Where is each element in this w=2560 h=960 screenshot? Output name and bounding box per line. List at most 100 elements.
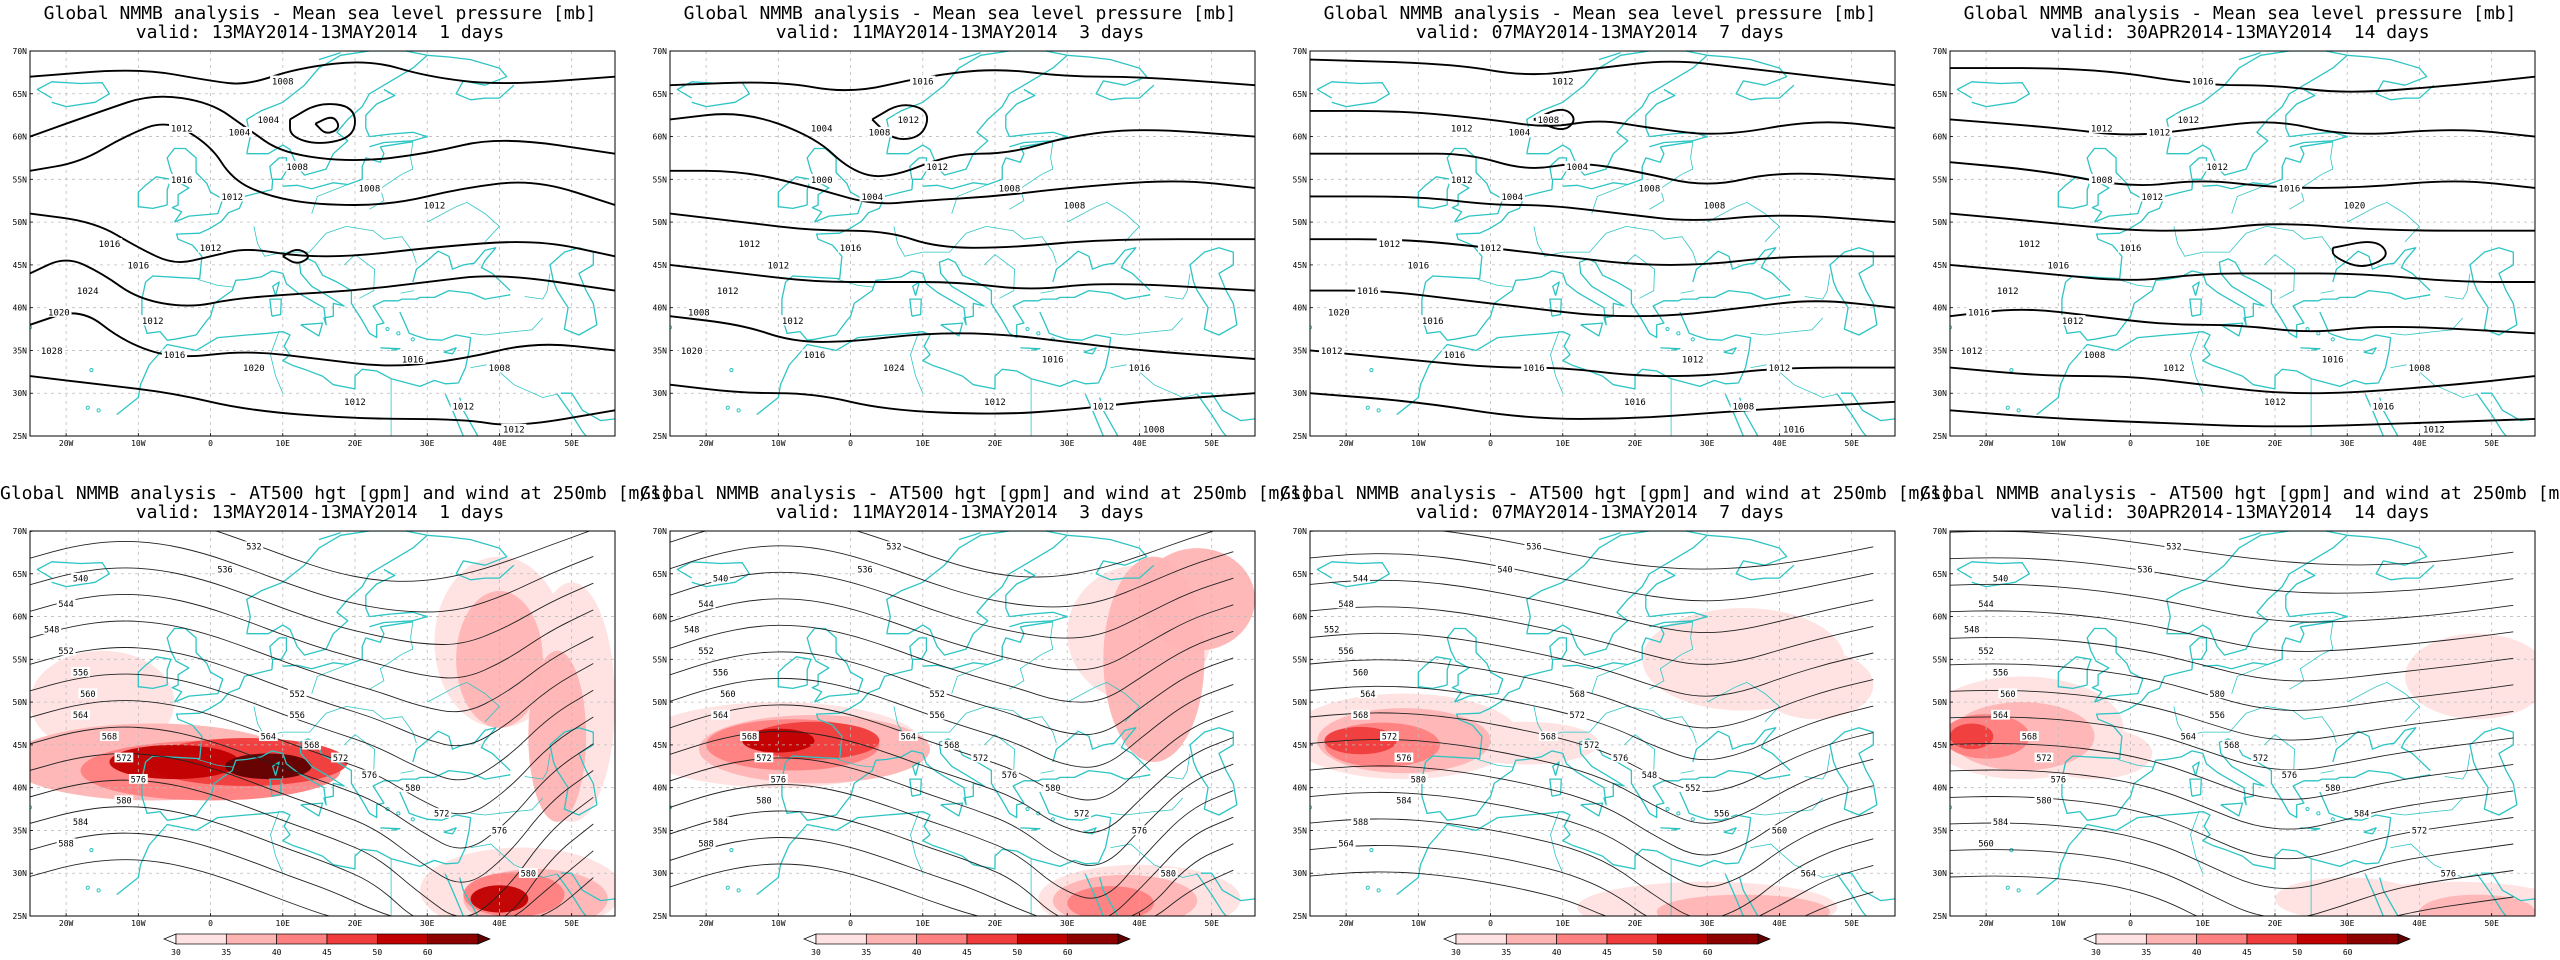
map-plot: 1008 1004 1012 1004 1008 1016 1012 1008 1012 1016… (13, 48, 616, 448)
contour-label-bg (971, 752, 990, 763)
longitude-tick-label: 20W (59, 919, 74, 928)
longitude-tick-label: 40E (492, 919, 507, 928)
axis-labels: 70N 65N 60N 55N 50N 45N 40N 35N 30N 25N 20W 10W 0 10E… (1933, 48, 2500, 448)
border-line (1110, 843, 1198, 878)
longitude-tick-label: 20E (2268, 439, 2283, 448)
contour-label: 564 (2181, 733, 2196, 743)
contour-label-bg (140, 315, 166, 326)
contour-label: 572 (1584, 741, 1599, 751)
geopotential-contour (670, 837, 1234, 916)
contour-label-bg (2034, 752, 2054, 763)
contour-label-bg (2089, 122, 2115, 133)
coastline (1679, 311, 1752, 384)
coastline (369, 131, 428, 148)
contour-label: 1004 (257, 116, 279, 126)
contour-label: 580 (2325, 784, 2340, 794)
coastline (1724, 393, 1744, 436)
coastline (2189, 778, 2202, 797)
contour-label-bg (450, 400, 476, 412)
panel-title: Global NMMB analysis - AT500 hgt [gpm] a… (640, 483, 1312, 504)
geopotential-contour (1310, 765, 1874, 856)
latitude-tick-label: 55N (1933, 175, 1948, 184)
contour-label: 580 (405, 784, 420, 794)
contour-label: 1004 (1566, 163, 1588, 173)
contour-label: 560 (1978, 840, 1993, 850)
contour-label: 544 (58, 600, 73, 610)
contour-label-bg (1524, 541, 1544, 552)
contour-label-bg (2251, 752, 2270, 763)
coastline (2363, 347, 2377, 355)
island (1369, 848, 1374, 853)
coastline (2285, 88, 2316, 137)
border-line (2390, 363, 2478, 398)
geopotential-contour (670, 730, 1234, 834)
geopotential-contour (30, 700, 594, 815)
contour-label-bg (711, 816, 730, 827)
contour-label-bg (801, 349, 828, 360)
coastline (1425, 659, 1554, 763)
isobar (30, 95, 615, 161)
latitude-tick-label: 35N (13, 826, 28, 835)
colorbar-segment (2196, 933, 2248, 945)
island (1365, 405, 1370, 410)
latitude-tick-label: 65N (653, 90, 668, 99)
coastline (1316, 561, 1391, 588)
coastline (427, 534, 515, 581)
longitude-tick-label: 30E (420, 439, 435, 448)
contour-label: 1008 (1732, 402, 1754, 412)
contour-label: 1012 (2177, 116, 2199, 126)
contour-label: 1012 (739, 240, 761, 250)
contour-label: 564 (1993, 711, 2008, 721)
border-line (524, 753, 551, 780)
coastline (1039, 311, 1112, 384)
contour-label: 580 (521, 869, 536, 879)
coastline (2061, 738, 2431, 821)
coastline (1692, 727, 1791, 772)
wind-speed-colorbar: 30 35 40 45 50 60 (2083, 933, 2411, 957)
longitude-tick-label: 30E (1060, 439, 1075, 448)
border-line (983, 254, 1015, 299)
geopotential-contour (670, 810, 1234, 916)
border-line (1040, 290, 1055, 294)
contour-label: 1008 (359, 184, 381, 194)
z500-wind-map-panel: Global NMMB analysis - AT500 hgt [gpm] a… (640, 480, 1312, 960)
contour-label: 1012 (926, 163, 948, 173)
contour-label-bg (342, 396, 368, 407)
island (1950, 325, 1953, 330)
latitude-tick-label: 35N (1933, 826, 1948, 835)
coastline (2364, 393, 2384, 436)
contour-label: 1004 (811, 124, 833, 134)
coastline (912, 761, 920, 776)
axis-labels: 70N 65N 60N 55N 50N 45N 40N 35N 30N 25N 20W 10W 0 10E… (1293, 528, 1860, 928)
isobar (670, 113, 1255, 178)
coastline (781, 738, 1151, 821)
latitude-tick-label: 60N (1293, 613, 1308, 622)
contour-label-bg (1336, 645, 1356, 656)
latitude-tick-label: 30N (653, 869, 668, 878)
contour-label: 1008 (1639, 184, 1661, 194)
contour-label-bg (1141, 423, 1167, 435)
latitude-tick-label: 70N (653, 48, 668, 56)
coastline (940, 802, 964, 817)
contour-label: 564 (713, 711, 728, 721)
geopotential-contour (1310, 579, 1874, 634)
coastline (1316, 81, 1391, 108)
contour-label-bg (1319, 345, 1345, 356)
map-content: 532 536 540 544 548 552 556 560 564 568 572 576 580 5… (30, 531, 615, 916)
contour-label-bg (2207, 688, 2227, 699)
island (396, 811, 401, 816)
border-line (2320, 770, 2335, 774)
coastline (2036, 330, 2379, 416)
map-plot: 536 540 544 548 552 556 560 564 568 572 576 580 584 5… (1293, 528, 1896, 928)
longitude-tick-label: 20W (699, 439, 714, 448)
isobar (1950, 67, 2535, 93)
map-content: 536 540 544 548 552 556 560 564 568 572 576 580 584 5… (1310, 531, 1895, 916)
contour-label-bg (1040, 353, 1066, 364)
contour-label: 576 (362, 771, 377, 781)
border-line (1477, 279, 1514, 288)
contour-label-bg (942, 739, 962, 750)
contour-label-bg (1976, 838, 1996, 848)
border-line (1110, 317, 1184, 336)
coastline (2192, 761, 2200, 776)
contour-label: 572 (1570, 711, 1585, 721)
